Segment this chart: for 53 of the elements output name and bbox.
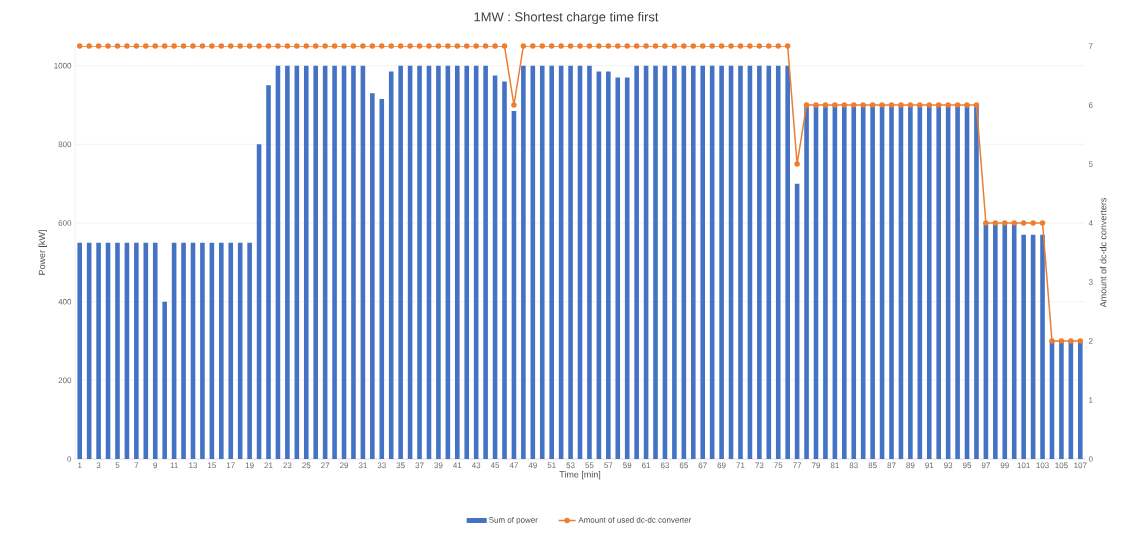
bar bbox=[521, 65, 526, 459]
bar bbox=[1040, 234, 1045, 459]
bar bbox=[285, 65, 290, 459]
bar bbox=[568, 65, 573, 459]
bar bbox=[766, 65, 772, 459]
bar bbox=[77, 242, 83, 459]
bar bbox=[181, 242, 186, 459]
bar bbox=[502, 81, 507, 459]
bar bbox=[587, 65, 592, 459]
bar bbox=[757, 65, 762, 459]
y-axis-title: Power [kW] bbox=[38, 230, 47, 275]
bar bbox=[700, 65, 706, 459]
bar bbox=[455, 65, 460, 459]
bar bbox=[738, 65, 743, 459]
bar bbox=[606, 71, 611, 459]
bar bbox=[332, 65, 337, 459]
bar bbox=[483, 65, 488, 459]
bar bbox=[719, 65, 724, 459]
bar bbox=[549, 65, 554, 459]
bar bbox=[143, 242, 149, 459]
bar bbox=[417, 65, 422, 459]
bar bbox=[634, 65, 639, 459]
bar bbox=[162, 301, 167, 459]
y2-axis-title: Amount of dc-dc converters bbox=[1099, 198, 1107, 308]
bar bbox=[436, 65, 441, 459]
bar bbox=[785, 65, 790, 459]
bar bbox=[539, 65, 545, 459]
bar bbox=[379, 99, 385, 459]
bar bbox=[313, 65, 318, 459]
bar bbox=[464, 65, 470, 459]
bar bbox=[228, 242, 234, 459]
bar bbox=[615, 77, 621, 459]
x-axis-title: Time [min] bbox=[559, 471, 601, 480]
bar bbox=[1021, 234, 1026, 459]
bar bbox=[303, 65, 309, 459]
bar bbox=[398, 65, 403, 459]
bar bbox=[351, 65, 356, 459]
bar bbox=[775, 65, 781, 459]
bar bbox=[370, 93, 375, 459]
bar bbox=[134, 242, 139, 459]
bar bbox=[96, 242, 101, 459]
bar bbox=[690, 65, 696, 459]
bar bbox=[115, 242, 120, 459]
bar bbox=[653, 65, 658, 459]
bar bbox=[388, 71, 394, 459]
bar bbox=[266, 85, 271, 459]
bar bbox=[200, 242, 205, 459]
bar bbox=[219, 242, 224, 459]
bar bbox=[672, 65, 677, 459]
bar bbox=[247, 242, 252, 459]
bar bbox=[152, 242, 158, 459]
chart-title: 1MW : Shortest charge time first bbox=[474, 11, 659, 25]
bar bbox=[624, 77, 630, 459]
